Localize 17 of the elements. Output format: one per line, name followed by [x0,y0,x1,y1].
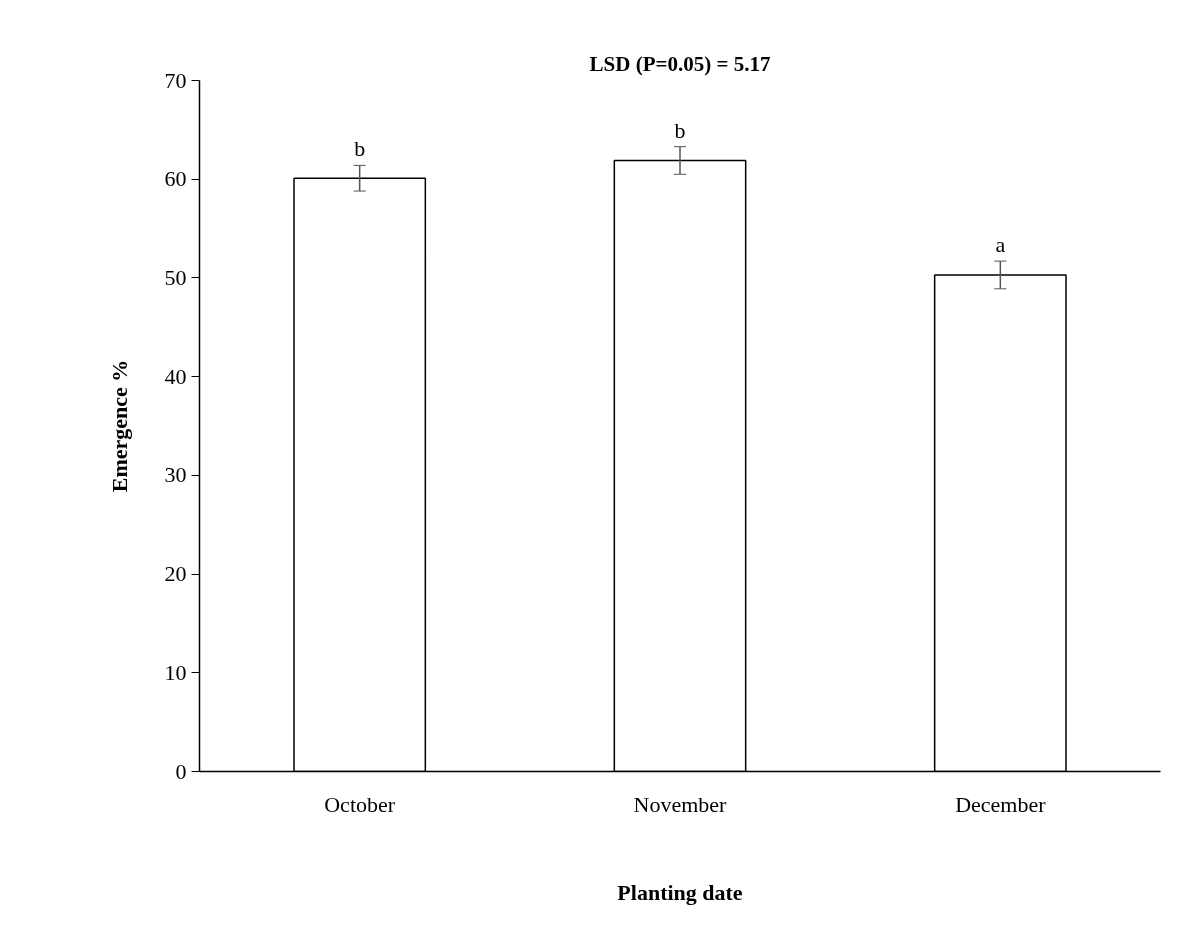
annotation: a [995,232,1006,258]
y-tick-label: 50 [164,264,187,290]
y-tick-label: 70 [164,67,187,93]
y-tick-label: 10 [164,659,187,685]
x-axis-title: Planting date [617,879,743,905]
chart-title: LSD (P=0.05) = 5.17 [589,51,771,76]
y-tick-label: 60 [164,166,187,192]
y-axis-title: Emergence % [106,359,132,493]
annotation: b [674,117,686,143]
y-tick-label: 0 [175,758,187,784]
annotation: b [354,136,366,162]
y-tick-label: 30 [164,462,187,488]
x-tick-label: December [955,791,1047,817]
y-tick-label: 20 [164,561,187,587]
y-tick-label: 40 [164,363,187,389]
x-tick-label: October [324,791,396,817]
x-tick-label: November [633,791,728,817]
